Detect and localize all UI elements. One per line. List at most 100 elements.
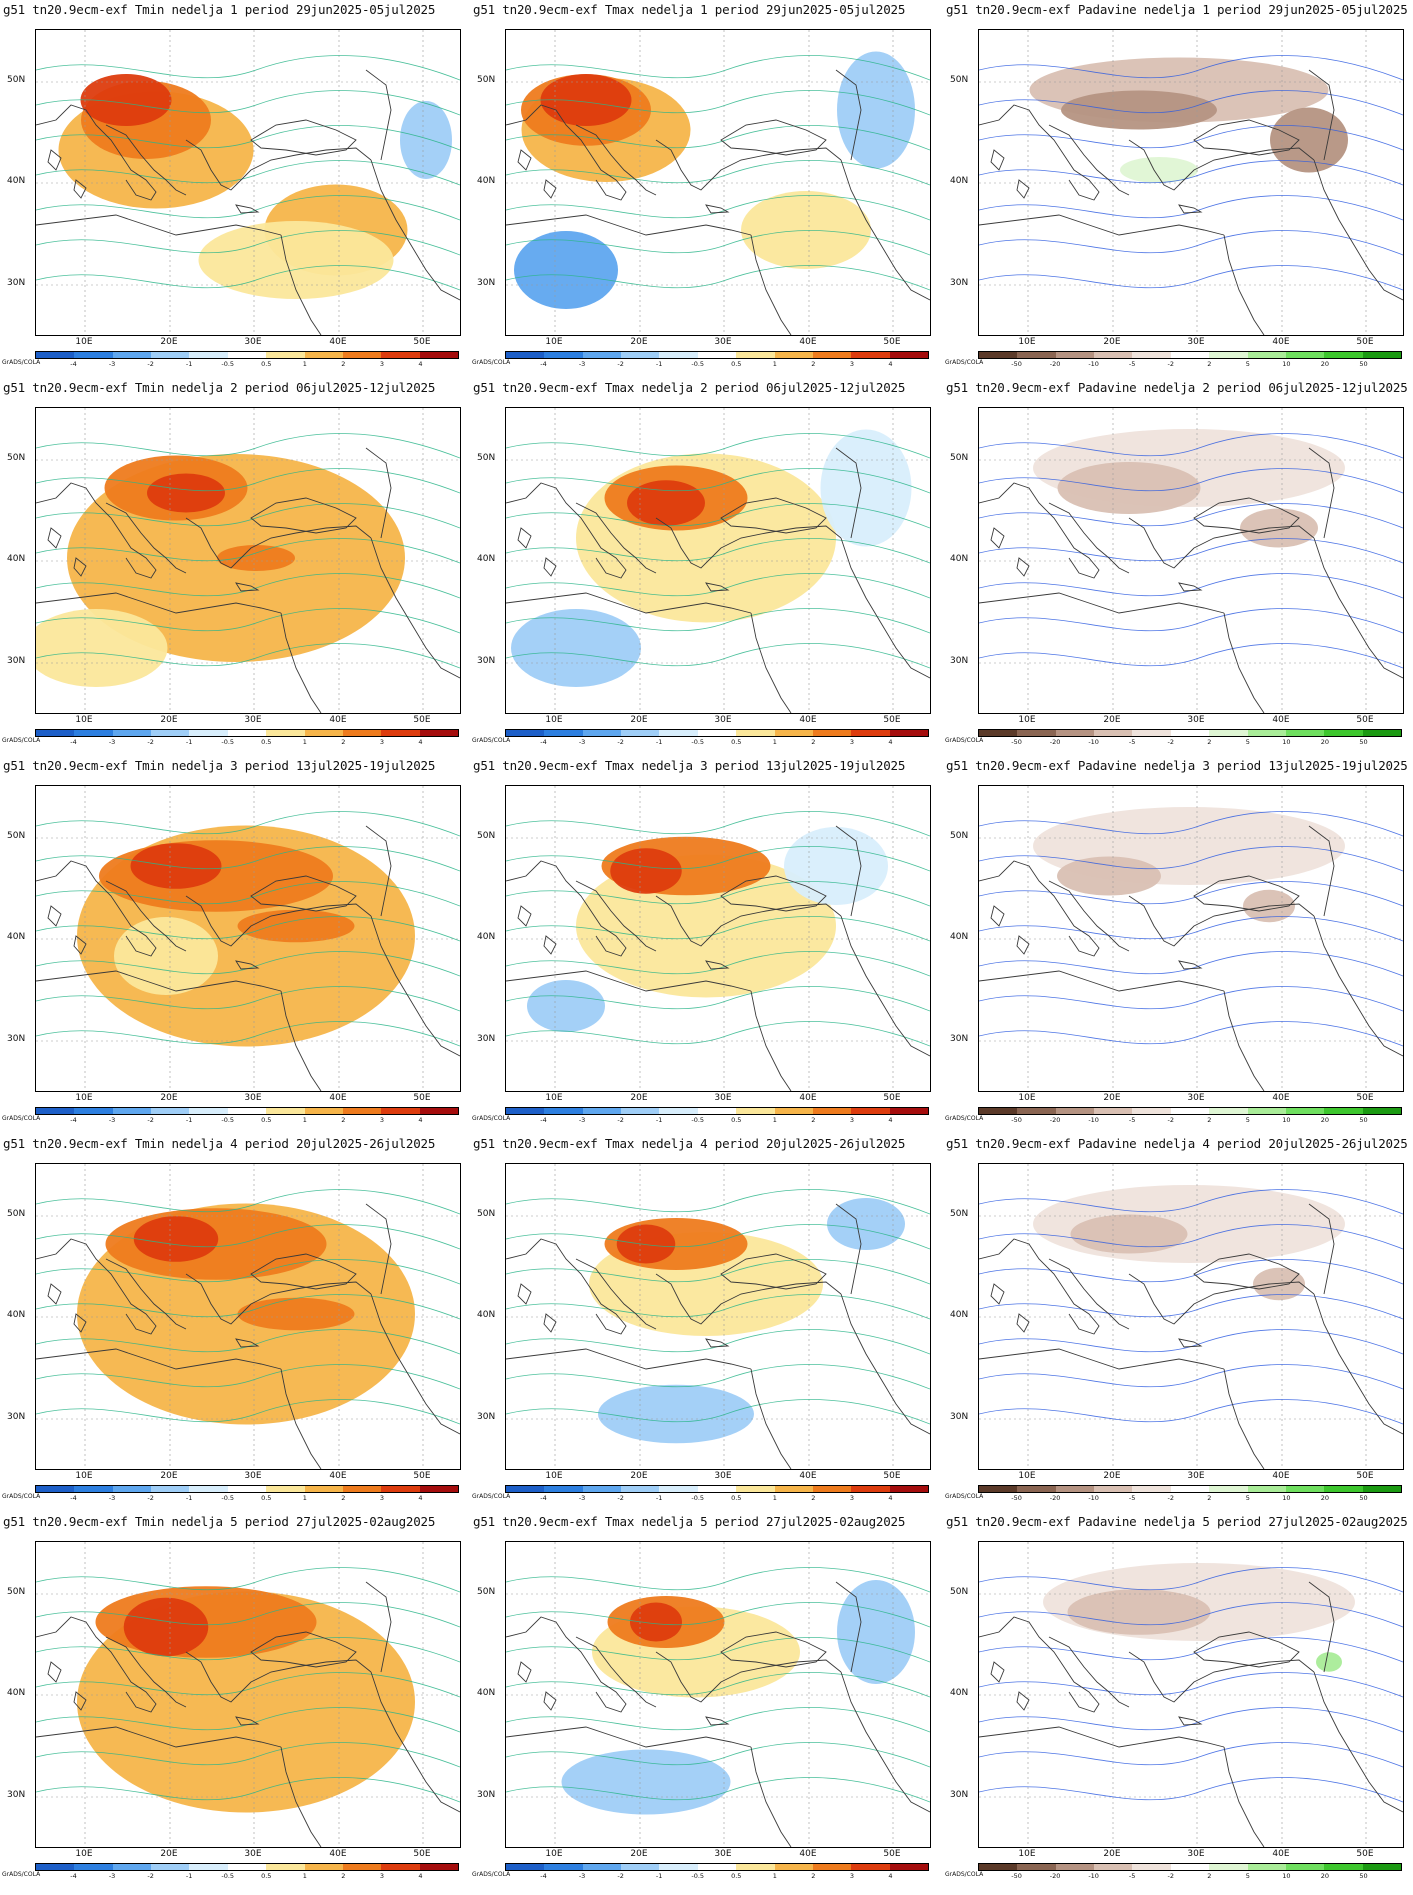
coastline — [365, 1581, 392, 1673]
lon-label: 10E — [545, 1093, 563, 1103]
contour-line — [979, 1294, 1403, 1320]
coastline — [1308, 1581, 1335, 1673]
contour-line — [36, 1637, 460, 1663]
colorbar-tick-label: -1 — [655, 1494, 663, 1502]
lat-label: 40N — [950, 176, 969, 186]
colorbar-tick-label: 4 — [888, 738, 893, 746]
colorbar-swatch — [1017, 730, 1056, 736]
colorbar-tick-label: -4 — [70, 1494, 77, 1502]
colorbar-swatch — [1362, 730, 1401, 736]
colorbar-swatch — [774, 352, 813, 358]
lat-label: 50N — [7, 1587, 26, 1597]
colorbar-tick-label: -2 — [617, 1494, 624, 1502]
colorbar-tick-label: 2 — [1207, 738, 1212, 746]
lon-label: 20E — [630, 1471, 648, 1481]
coastline — [250, 497, 357, 534]
colorbar-tick-label: -50 — [1011, 360, 1022, 368]
map-panel: g51 tn20.9ecm-exf Padavine nedelja 5 per… — [944, 1514, 1408, 1892]
contour-line — [506, 538, 930, 564]
colorbar-tick-label: -20 — [1049, 1116, 1061, 1124]
colorbar-tick-label: 1 — [772, 1872, 777, 1880]
coastline — [720, 119, 827, 156]
colorbar-tick-label: -2 — [1167, 360, 1174, 368]
coastline — [1223, 1368, 1265, 1469]
colorbar-tick-label: -10 — [1088, 1872, 1099, 1880]
anomaly-area — [514, 231, 618, 309]
colorbar-swatch — [774, 730, 813, 736]
colorbar-tick-label: 0.5 — [261, 360, 272, 368]
contour-line — [506, 846, 930, 872]
colorbar-tick-label: 0.5 — [731, 360, 742, 368]
lon-label: 30E — [1187, 1471, 1205, 1481]
coastline — [250, 875, 357, 912]
colorbar-swatch — [36, 352, 75, 358]
contour-line — [506, 468, 930, 494]
anomaly-area — [827, 1198, 905, 1250]
coastline — [1308, 69, 1335, 161]
lat-label: 40N — [477, 554, 496, 564]
lon-label: 50E — [413, 1471, 431, 1481]
coastline — [105, 124, 187, 196]
contour-line — [979, 1707, 1403, 1733]
coastline — [185, 517, 372, 569]
contour-line — [506, 1021, 930, 1047]
colorbar-tick-label: 0.5 — [261, 1116, 272, 1124]
map-panel: g51 tn20.9ecm-exf Tmax nedelja 4 period … — [471, 1136, 931, 1514]
coastline — [47, 1283, 62, 1305]
lon-label: 20E — [160, 1093, 178, 1103]
lat-label: 50N — [950, 831, 969, 841]
colorbar — [505, 1107, 929, 1115]
colorbar-swatch — [1209, 730, 1248, 736]
coastline — [979, 1348, 1225, 1370]
contour-line — [506, 55, 930, 81]
colorbar-swatch — [227, 1486, 267, 1492]
colorbar-tick-label: 2 — [341, 738, 346, 746]
coastline — [1178, 204, 1203, 214]
contour-line — [979, 195, 1403, 221]
colorbar-swatch — [812, 1108, 852, 1114]
coastline — [720, 497, 827, 534]
anomaly-area — [527, 980, 605, 1032]
contour-line — [506, 503, 930, 529]
coastline — [543, 179, 557, 199]
colorbar-tick-label: -2 — [1167, 1872, 1174, 1880]
coastline — [575, 1258, 657, 1330]
colorbar-swatch — [736, 730, 775, 736]
coastline — [1223, 612, 1265, 713]
lon-label: 30E — [1187, 715, 1205, 725]
coastline — [365, 825, 392, 917]
colorbar-labels: -4 -3 -2 -1 -0.5 0.5 1 2 3 4 — [505, 360, 929, 370]
colorbar-swatch — [74, 1486, 113, 1492]
coastline — [47, 527, 62, 549]
contour-line — [979, 916, 1403, 942]
colorbar-tick-label: 3 — [849, 1872, 854, 1880]
colorbar-swatch — [74, 1108, 113, 1114]
colorbar-tick-label: 4 — [888, 1116, 893, 1124]
panel-title: g51 tn20.9ecm-exf Tmax nedelja 2 period … — [473, 380, 906, 395]
lon-label: 40E — [329, 715, 347, 725]
coastline — [506, 104, 627, 201]
contour-line — [36, 55, 460, 81]
coastline — [280, 1368, 322, 1469]
coastline — [1048, 124, 1130, 196]
coastline — [1128, 517, 1315, 569]
lat-label: 30N — [950, 1412, 969, 1422]
contour-line — [506, 230, 930, 256]
contour-line — [36, 986, 460, 1012]
coastline — [235, 1716, 260, 1726]
colorbar-labels: -4 -3 -2 -1 -0.5 0.5 1 2 3 4 — [35, 738, 459, 748]
colorbar-tick-label: -4 — [70, 360, 77, 368]
colorbar-tick-label: -10 — [1088, 1494, 1099, 1502]
colorbar-swatch — [1055, 1108, 1095, 1114]
coastline — [1016, 1691, 1030, 1711]
colorbar-labels: -50 -20 -10 -5 -2 2 5 10 20 50 — [978, 1872, 1402, 1882]
lon-label: 50E — [413, 337, 431, 347]
colorbar-tick-label: 10 — [1282, 738, 1291, 746]
colorbar-swatch — [1324, 1864, 1363, 1870]
anomaly-area — [540, 74, 632, 126]
contour-line — [36, 951, 460, 977]
anomaly-area — [237, 1297, 355, 1331]
contour-line — [36, 573, 460, 599]
coastline — [750, 612, 792, 713]
colorbar-swatch — [151, 1864, 190, 1870]
